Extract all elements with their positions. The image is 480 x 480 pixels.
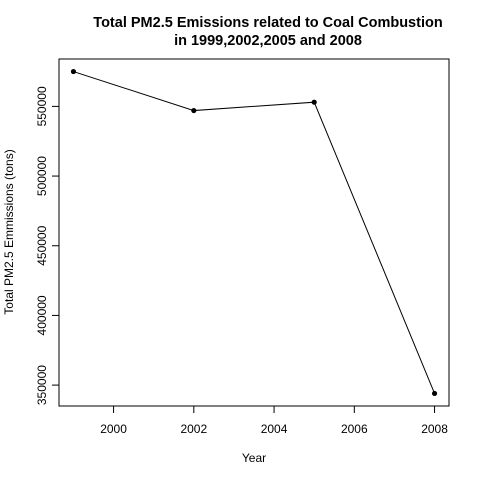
data-point (311, 99, 317, 105)
data-point (191, 107, 197, 114)
chart-title-line-2: in 1999,2002,2005 and 2008 (174, 33, 362, 49)
x-axis-label: Year (242, 451, 266, 465)
data-point (70, 68, 77, 75)
x-tick-label: 2000 (100, 422, 127, 436)
y-tick-label: 450000 (35, 225, 49, 265)
y-axis: 350000 400000 450000 500000 550000 (35, 86, 59, 405)
x-tick-label: 2004 (261, 422, 288, 436)
y-axis-label: Total PM2.5 Emmissions (tons) (2, 149, 16, 314)
x-tick-label: 2002 (180, 422, 207, 436)
y-tick-label: 350000 (35, 365, 49, 405)
x-axis: 2000 2002 2004 2006 2008 (100, 406, 448, 436)
y-tick-label: 400000 (35, 295, 49, 335)
x-tick-label: 2006 (341, 422, 368, 436)
plot-frame (58, 58, 450, 407)
y-tick-label: 550000 (35, 86, 49, 126)
chart-title-line-1: Total PM2.5 Emissions related to Coal Co… (93, 15, 442, 31)
data-point (431, 390, 438, 397)
series-line (70, 68, 438, 397)
x-tick-label: 2008 (421, 422, 448, 436)
series-polyline (73, 71, 436, 394)
y-tick-label: 500000 (35, 156, 49, 196)
